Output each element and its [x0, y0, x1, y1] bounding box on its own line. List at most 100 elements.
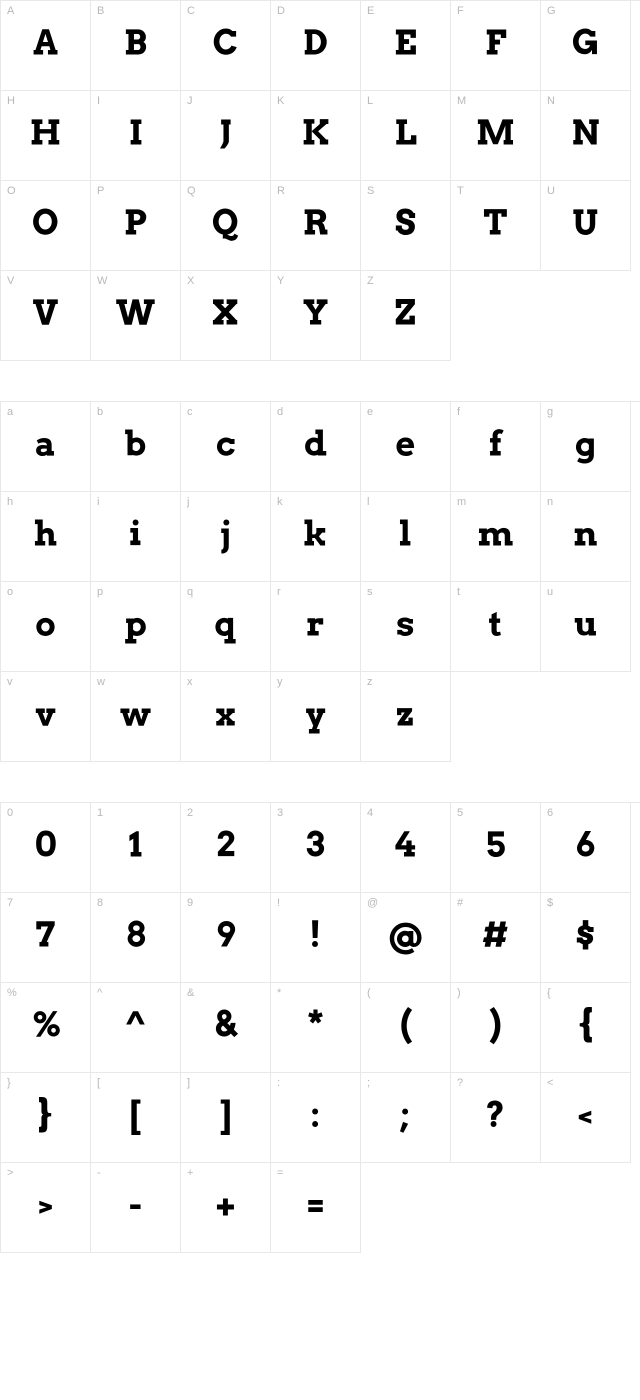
glyph-label: o [7, 586, 13, 598]
glyph-display: 5 [485, 828, 505, 862]
glyph-cell: oo [1, 582, 91, 672]
glyph-label: > [7, 1167, 13, 1179]
glyph-cell: cc [181, 402, 271, 492]
glyph-label: K [277, 95, 284, 107]
glyph-label: C [187, 5, 195, 17]
glyph-label: r [277, 586, 281, 598]
glyph-label: ( [367, 987, 371, 999]
glyph-grid: AABBCCDDEEFFGGHHIIJJKKLLMMNNOOPPQQRRSSTT… [0, 0, 640, 361]
glyph-cell: dd [271, 402, 361, 492]
glyph-cell: ZZ [361, 271, 451, 361]
glyph-cell: 22 [181, 803, 271, 893]
glyph-cell: @@ [361, 893, 451, 983]
glyph-label: i [97, 496, 99, 508]
glyph-label: E [367, 5, 374, 17]
glyph-display: r [306, 607, 324, 641]
glyph-cell: WW [91, 271, 181, 361]
glyph-label: f [457, 406, 460, 418]
glyph-display: % [30, 1008, 60, 1042]
glyph-display: I [129, 116, 142, 150]
glyph-label: x [187, 676, 193, 688]
glyph-display: M [476, 116, 515, 150]
glyph-display: ( [400, 1008, 412, 1042]
glyph-display: A [33, 26, 58, 60]
glyph-display: f [489, 427, 503, 461]
glyph-display: { [578, 1008, 593, 1042]
glyph-display: e [396, 427, 416, 461]
glyph-display: - [129, 1188, 142, 1222]
glyph-cell: ## [451, 893, 541, 983]
glyph-label: - [97, 1167, 101, 1179]
glyph-cell: ;; [361, 1073, 451, 1163]
glyph-label: 3 [277, 807, 283, 819]
glyph-cell: 66 [541, 803, 631, 893]
glyph-display: z [396, 697, 415, 731]
glyph-cell: 11 [91, 803, 181, 893]
glyph-display: H [30, 116, 61, 150]
glyph-label: U [547, 185, 555, 197]
glyph-display: & [214, 1008, 236, 1042]
glyph-display: + [215, 1188, 235, 1222]
glyph-label: ? [457, 1077, 463, 1089]
glyph-cell: zz [361, 672, 451, 762]
glyph-display: X [212, 296, 238, 330]
glyph-label: X [187, 275, 194, 287]
glyph-label: D [277, 5, 285, 17]
glyph-display: V [33, 296, 58, 330]
glyph-cell: ee [361, 402, 451, 492]
glyph-display: [ [130, 1098, 141, 1132]
glyph-cell: hh [1, 492, 91, 582]
glyph-label: 9 [187, 897, 193, 909]
glyph-display: 3 [306, 828, 324, 862]
glyph-cell: ^^ [91, 983, 181, 1073]
glyph-display: S [395, 206, 416, 240]
glyph-display: R [303, 206, 328, 240]
glyph-label: n [547, 496, 553, 508]
glyph-display: : [311, 1098, 320, 1132]
glyph-label: p [97, 586, 103, 598]
glyph-label: 5 [457, 807, 463, 819]
glyph-label: g [547, 406, 553, 418]
glyph-cell: TT [451, 181, 541, 271]
glyph-cell: ff [451, 402, 541, 492]
glyph-cell: ss [361, 582, 451, 672]
glyph-label: z [367, 676, 373, 688]
glyph-label: F [457, 5, 464, 17]
glyph-label: H [7, 95, 15, 107]
glyph-cell: FF [451, 1, 541, 91]
glyph-label: 7 [7, 897, 13, 909]
glyph-label: T [457, 185, 464, 197]
glyph-display: g [575, 427, 597, 461]
glyph-label: @ [367, 897, 378, 909]
glyph-display: i [129, 517, 142, 551]
glyph-display: y [305, 697, 326, 731]
section-uppercase: AABBCCDDEEFFGGHHIIJJKKLLMMNNOOPPQQRRSSTT… [0, 0, 640, 361]
glyph-label: e [367, 406, 373, 418]
glyph-label: v [7, 676, 13, 688]
glyph-cell: [[ [91, 1073, 181, 1163]
glyph-cell: JJ [181, 91, 271, 181]
glyph-cell: qq [181, 582, 271, 672]
glyph-display: Q [212, 206, 239, 240]
glyph-cell: jj [181, 492, 271, 582]
glyph-label: m [457, 496, 466, 508]
glyph-cell: ** [271, 983, 361, 1073]
glyph-cell: $$ [541, 893, 631, 983]
section-digits-symbols: 00112233445566778899!!@@##$$%%^^&&**(())… [0, 802, 640, 1253]
glyph-display: x [215, 697, 236, 731]
glyph-cell: RR [271, 181, 361, 271]
glyph-label: u [547, 586, 553, 598]
glyph-display: E [394, 26, 417, 60]
glyph-cell: 00 [1, 803, 91, 893]
glyph-display: P [124, 206, 147, 240]
glyph-cell: pp [91, 582, 181, 672]
glyph-display: n [573, 517, 597, 551]
glyph-grid: 00112233445566778899!!@@##$$%%^^&&**(())… [0, 802, 640, 1253]
glyph-cell: XX [181, 271, 271, 361]
glyph-cell: uu [541, 582, 631, 672]
glyph-chart: AABBCCDDEEFFGGHHIIJJKKLLMMNNOOPPQQRRSSTT… [0, 0, 640, 1253]
glyph-cell: EE [361, 1, 451, 91]
glyph-cell: DD [271, 1, 361, 91]
glyph-cell: yy [271, 672, 361, 762]
glyph-cell: xx [181, 672, 271, 762]
